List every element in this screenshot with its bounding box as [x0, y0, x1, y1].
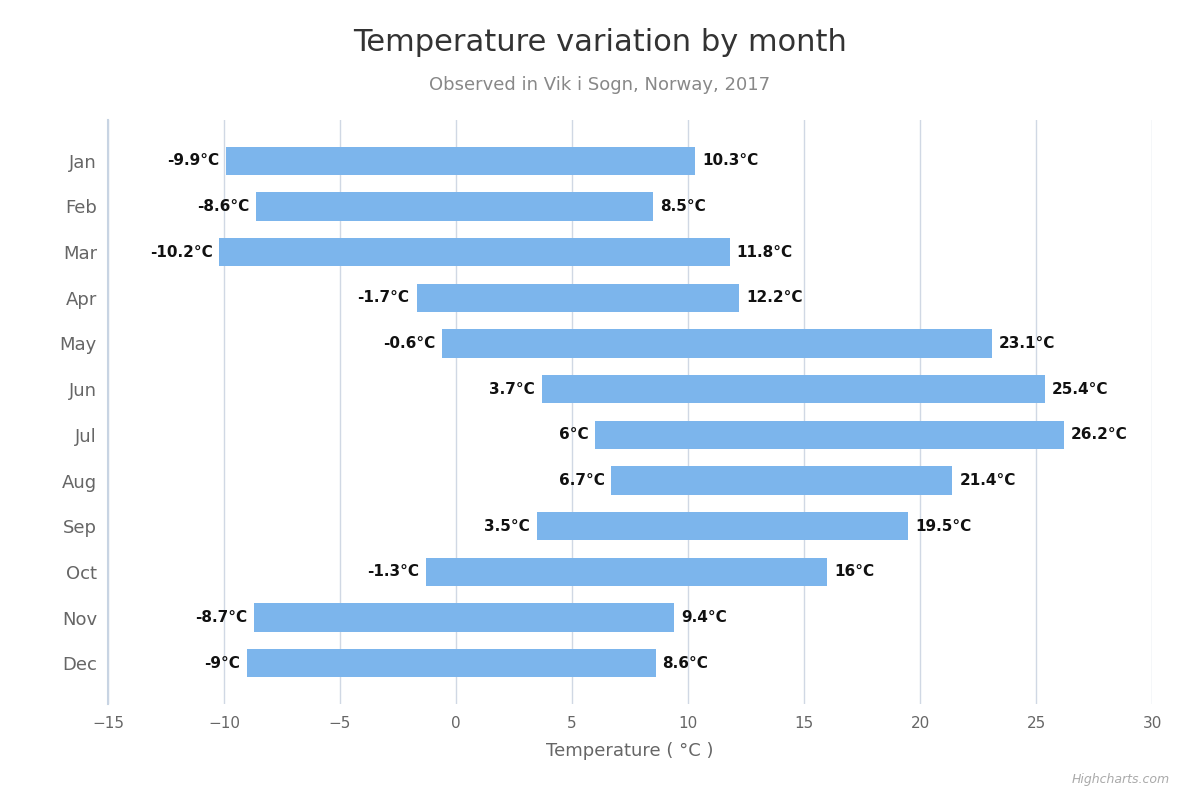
Text: 25.4°C: 25.4°C: [1052, 382, 1109, 397]
Text: -1.3°C: -1.3°C: [367, 565, 419, 579]
Bar: [257, 192, 653, 221]
Bar: [247, 649, 655, 678]
Text: 19.5°C: 19.5°C: [916, 518, 972, 534]
Text: -0.6°C: -0.6°C: [383, 336, 436, 351]
Text: -10.2°C: -10.2°C: [150, 245, 212, 259]
Bar: [254, 603, 674, 632]
X-axis label: Temperature ( °C ): Temperature ( °C ): [546, 742, 714, 760]
Text: 23.1°C: 23.1°C: [998, 336, 1055, 351]
Text: -8.6°C: -8.6°C: [197, 199, 250, 214]
Bar: [542, 375, 1045, 403]
Text: 9.4°C: 9.4°C: [682, 610, 727, 625]
Text: -9°C: -9°C: [204, 656, 240, 670]
Bar: [416, 284, 739, 312]
Bar: [595, 421, 1064, 449]
Bar: [220, 238, 730, 266]
Text: 12.2°C: 12.2°C: [746, 290, 803, 306]
Text: 16°C: 16°C: [834, 565, 875, 579]
Text: Temperature variation by month: Temperature variation by month: [353, 28, 847, 57]
Bar: [538, 512, 908, 540]
Text: -1.7°C: -1.7°C: [358, 290, 409, 306]
Text: Observed in Vik i Sogn, Norway, 2017: Observed in Vik i Sogn, Norway, 2017: [430, 76, 770, 94]
Text: 10.3°C: 10.3°C: [702, 154, 758, 168]
Bar: [442, 330, 992, 358]
Text: 3.7°C: 3.7°C: [490, 382, 535, 397]
Text: 6°C: 6°C: [559, 427, 588, 442]
Bar: [426, 558, 827, 586]
Text: 11.8°C: 11.8°C: [737, 245, 793, 259]
Text: -8.7°C: -8.7°C: [196, 610, 247, 625]
Text: 6.7°C: 6.7°C: [559, 473, 605, 488]
Text: 3.5°C: 3.5°C: [485, 518, 530, 534]
Bar: [612, 466, 953, 494]
Text: -9.9°C: -9.9°C: [167, 154, 220, 168]
Text: 8.6°C: 8.6°C: [662, 656, 708, 670]
Text: 26.2°C: 26.2°C: [1070, 427, 1128, 442]
Text: Highcharts.com: Highcharts.com: [1072, 773, 1170, 786]
Text: 8.5°C: 8.5°C: [660, 199, 706, 214]
Text: 21.4°C: 21.4°C: [960, 473, 1016, 488]
Bar: [227, 146, 695, 175]
